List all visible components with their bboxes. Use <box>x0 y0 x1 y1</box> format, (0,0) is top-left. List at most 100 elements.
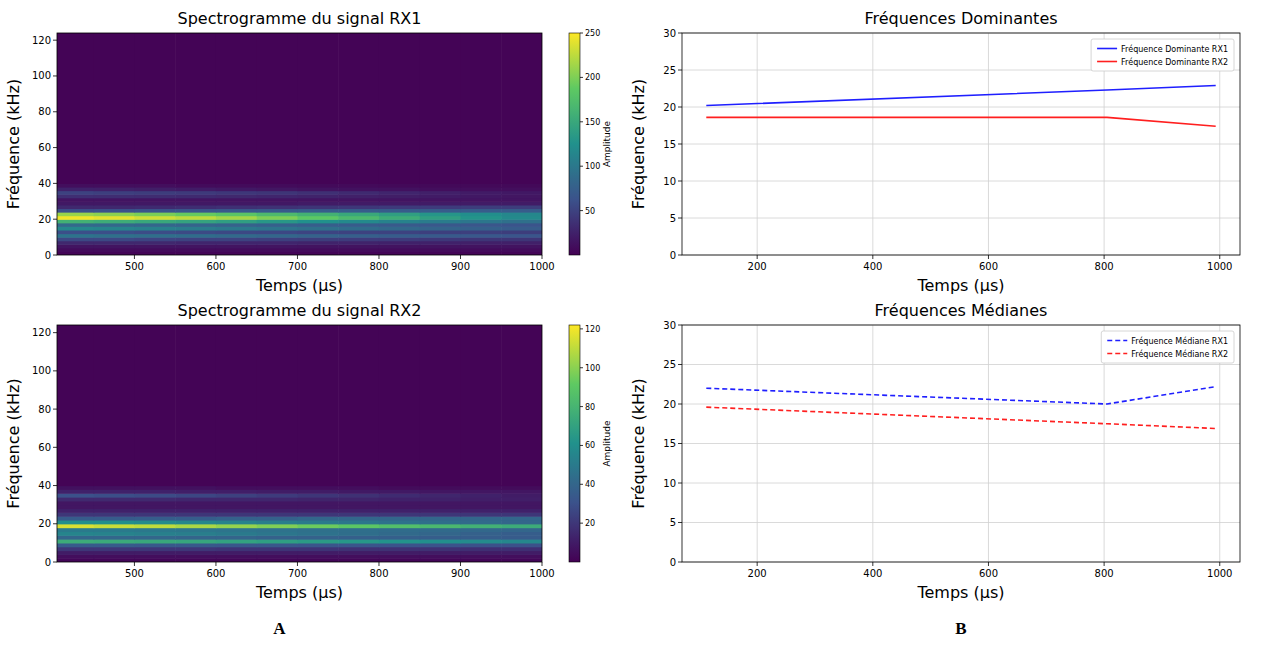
heatmap-cell <box>379 554 420 558</box>
heatmap-cell <box>420 194 461 198</box>
heatmap-cell <box>338 535 379 539</box>
colorbar-tick-label: 100 <box>585 162 600 171</box>
heatmap-cell <box>216 512 257 516</box>
heatmap-cell <box>57 325 94 486</box>
heatmap-cell <box>379 486 420 490</box>
heatmap-cell <box>379 212 420 216</box>
heatmap-cell <box>460 194 501 198</box>
x-tick <box>378 255 379 259</box>
x-tick <box>1104 562 1105 566</box>
heatmap-cell <box>297 535 338 539</box>
heatmap-cell <box>216 230 257 234</box>
heatmap-cell <box>379 183 420 187</box>
heatmap-cell <box>379 248 420 252</box>
x-tick <box>1219 562 1220 566</box>
heatmap-cell <box>94 244 135 248</box>
y-tick <box>53 447 57 448</box>
x-axis-title: Temps (µs) <box>916 583 1004 602</box>
heatmap-cell <box>216 234 257 238</box>
heatmap-cell <box>338 248 379 252</box>
y-tick <box>53 485 57 486</box>
heatmap-cell <box>94 554 135 558</box>
heatmap-cell <box>501 230 542 234</box>
legend-swatch <box>1097 48 1117 50</box>
heatmap-panel: 5006007008009001000020406080100120Spectr… <box>4 301 612 602</box>
colorbar-tick-label: 40 <box>585 480 595 489</box>
x-tick-label: 1000 <box>1207 568 1232 579</box>
heatmap-cell <box>501 187 542 191</box>
line-panel: 2004006008001000051015202530Fréquences D… <box>629 9 1240 295</box>
heatmap-cell <box>420 486 461 490</box>
x-tick <box>297 255 298 259</box>
heatmap-cell <box>460 201 501 205</box>
heatmap-cell <box>257 543 298 547</box>
grid-line <box>682 522 1240 523</box>
heatmap-cell <box>257 520 298 524</box>
heatmap-cell <box>338 198 379 202</box>
heatmap-cell <box>420 493 461 497</box>
heatmap-cell <box>420 223 461 227</box>
grid-line <box>682 107 1240 108</box>
heatmap-cell <box>257 505 298 509</box>
heatmap-cell <box>175 497 216 501</box>
heatmap-cell <box>379 201 420 205</box>
heatmap-cell <box>94 531 135 535</box>
heatmap-cell <box>134 33 175 184</box>
y-tick <box>678 107 682 108</box>
y-tick <box>678 522 682 523</box>
colorbar-tick-label: 80 <box>585 403 595 412</box>
heatmap-cell <box>257 198 298 202</box>
y-tick-label: 60 <box>38 442 51 453</box>
line-series <box>706 387 1215 429</box>
colorbar-tick-label: 250 <box>585 29 600 38</box>
heatmap-cell <box>460 205 501 209</box>
heatmap-panel: 5006007008009001000020406080100120Spectr… <box>4 9 612 295</box>
heatmap-cell <box>175 524 216 528</box>
y-tick <box>53 332 57 333</box>
heatmap-cell <box>460 539 501 543</box>
heatmap-cell <box>175 212 216 216</box>
heatmap-cell <box>501 248 542 252</box>
x-tick <box>542 255 543 259</box>
heatmap-cell <box>257 219 298 223</box>
heatmap-cell <box>216 201 257 205</box>
x-tick-label: 1000 <box>529 261 554 272</box>
heatmap-cell <box>216 531 257 535</box>
x-tick-label: 500 <box>125 261 144 272</box>
heatmap-cell <box>460 212 501 216</box>
heatmap-cell <box>94 501 135 505</box>
heatmap-cell <box>338 216 379 220</box>
heatmap-cell <box>94 205 135 209</box>
y-tick-label: 20 <box>38 214 51 225</box>
heatmap-cell <box>134 554 175 558</box>
heatmap-cell <box>94 493 135 497</box>
series-line <box>706 407 1215 428</box>
heatmap-cell <box>216 501 257 505</box>
heatmap-cell <box>216 241 257 245</box>
heatmap-cell <box>338 531 379 535</box>
x-tick-label: 900 <box>451 568 470 579</box>
heatmap-cell <box>338 539 379 543</box>
heatmap-cell <box>134 528 175 532</box>
heatmap-cell <box>57 216 94 220</box>
heatmap-cell <box>420 205 461 209</box>
heatmap-cell <box>175 489 216 493</box>
heatmap-cell <box>57 512 94 516</box>
heatmap-cell <box>338 212 379 216</box>
x-tick <box>1104 255 1105 259</box>
heatmap-cell <box>420 501 461 505</box>
heatmap-cell <box>134 226 175 230</box>
heatmap-cell <box>379 234 420 238</box>
heatmap-cell <box>134 524 175 528</box>
heatmap-cell <box>175 531 216 535</box>
heatmap-cell <box>257 531 298 535</box>
y-tick <box>678 144 682 145</box>
heatmap-cell <box>175 216 216 220</box>
heatmap-cell <box>57 201 94 205</box>
heatmap-cell <box>134 516 175 520</box>
heatmap-cell <box>338 183 379 187</box>
grid-line <box>682 483 1240 484</box>
heatmap-cell <box>94 497 135 501</box>
heatmap-cell <box>257 508 298 512</box>
heatmap-cell <box>460 486 501 490</box>
